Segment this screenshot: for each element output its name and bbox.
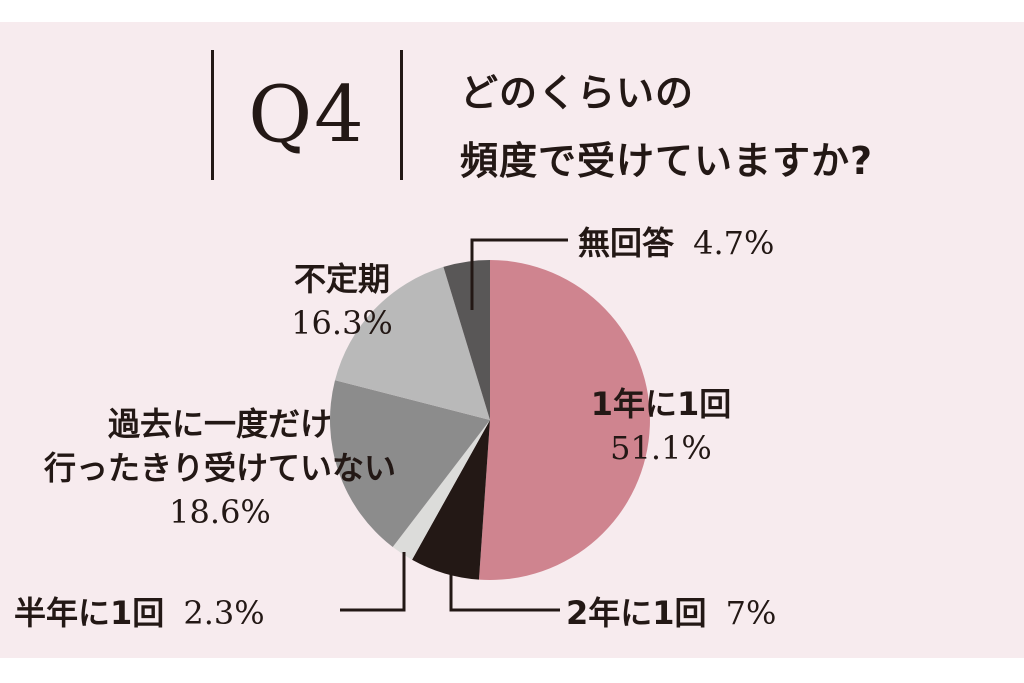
label-halfyear-value: 2.3% (183, 594, 265, 632)
label-2year-value: 7% (725, 594, 777, 632)
leader-line-2year (449, 572, 560, 612)
label-once-only: 過去に一度だけ 行ったきり受けていない 18.6% (0, 402, 440, 534)
label-once-only-value: 18.6% (169, 493, 271, 531)
label-no-answer-name: 無回答 (578, 224, 675, 262)
label-irregular: 不定期 16.3% (262, 257, 422, 345)
label-2year: 2年に1回 7% (566, 588, 776, 634)
label-irregular-value: 16.3% (291, 304, 393, 342)
q-left-bar (211, 50, 214, 180)
label-once-only-name-line2: 行ったきり受けていない (43, 449, 396, 487)
question-title-line1: どのくらいの (460, 71, 695, 115)
pie-slice-once-only (330, 380, 490, 548)
pie-slice-irregular (335, 266, 490, 420)
label-irregular-name: 不定期 (293, 260, 390, 298)
label-1year-value: 51.1% (610, 429, 712, 467)
question-number: Q4 (248, 70, 366, 160)
pie-slice-halfyear (392, 420, 490, 560)
label-1year-name: 1年に1回 (590, 385, 732, 423)
label-halfyear: 半年に1回 2.3% (14, 588, 265, 634)
leader-line-halfyear (340, 552, 406, 612)
label-no-answer: 無回答 4.7% (578, 218, 774, 264)
label-once-only-name-line1: 過去に一度だけ (107, 405, 332, 443)
label-no-answer-value: 4.7% (693, 224, 775, 262)
pie-slice-no-answer (443, 260, 490, 420)
label-2year-name: 2年に1回 (566, 594, 707, 632)
q-right-bar (400, 50, 403, 180)
leader-line-no-answer (470, 238, 568, 310)
question-title-line2: 頻度で受けていますか? (460, 139, 874, 183)
label-1year: 1年に1回 51.1% (556, 382, 766, 470)
pie-slice-1year (478, 260, 650, 580)
pie-slice-2year (412, 420, 490, 580)
label-halfyear-name: 半年に1回 (14, 594, 165, 632)
